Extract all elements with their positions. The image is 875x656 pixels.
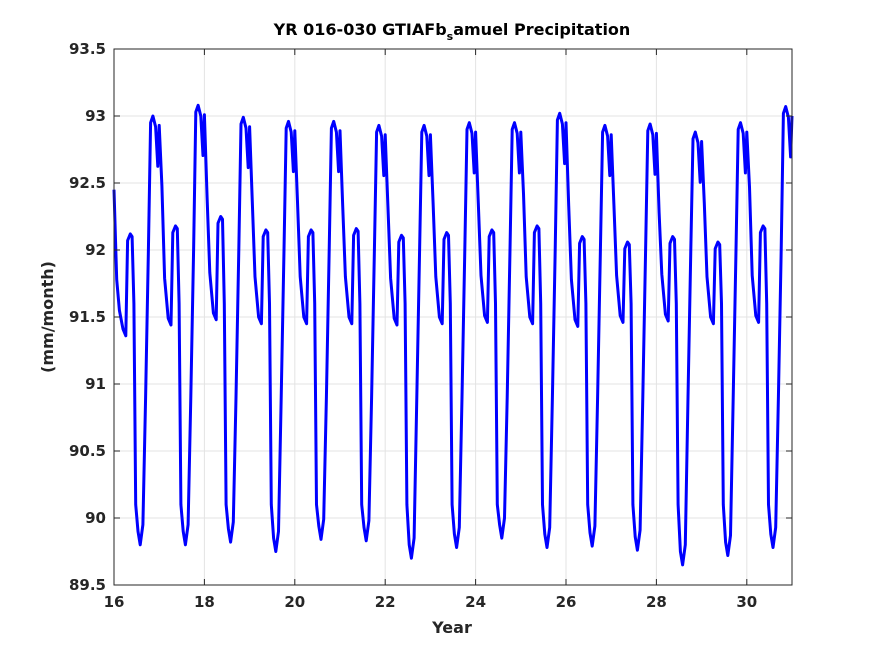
- x-tick-label: 24: [465, 593, 486, 611]
- x-tick-label: 16: [104, 593, 125, 611]
- y-tick-label: 90.5: [69, 442, 106, 460]
- x-tick-labels: 16 18 20 22 24 26 28 30: [104, 593, 758, 611]
- tick-marks: [113, 48, 792, 586]
- chart-title-rest: amuel Precipitation: [453, 20, 630, 39]
- x-tick-label: 30: [736, 593, 757, 611]
- y-tick-label: 90: [85, 509, 106, 527]
- data-series: [112, 103, 794, 567]
- chart-title: YR 016-030 GTIAFbsamuel Precipitation: [273, 20, 631, 43]
- x-tick-label: 18: [194, 593, 215, 611]
- y-tick-label: 93.5: [69, 40, 106, 58]
- x-axis-label: Year: [431, 618, 472, 637]
- y-tick-label: 91: [85, 375, 106, 393]
- y-tick-label: 92: [85, 241, 106, 259]
- precipitation-series-line: [112, 103, 794, 567]
- x-tick-label: 20: [284, 593, 305, 611]
- x-tick-label: 26: [556, 593, 577, 611]
- chart-title-main: YR 016-030 GTIAFb: [273, 20, 447, 39]
- y-tick-label: 92.5: [69, 174, 106, 192]
- x-tick-label: 22: [375, 593, 396, 611]
- y-tick-label: 93: [85, 107, 106, 125]
- y-tick-label: 91.5: [69, 308, 106, 326]
- y-tick-labels: 89.5 90 90.5 91 91.5 92 92.5 93 93.5: [69, 40, 106, 594]
- y-tick-label: 89.5: [69, 576, 106, 594]
- x-tick-label: 28: [646, 593, 667, 611]
- chart-title-subscript: s: [447, 30, 454, 43]
- y-axis-label: (mm/month): [38, 261, 57, 373]
